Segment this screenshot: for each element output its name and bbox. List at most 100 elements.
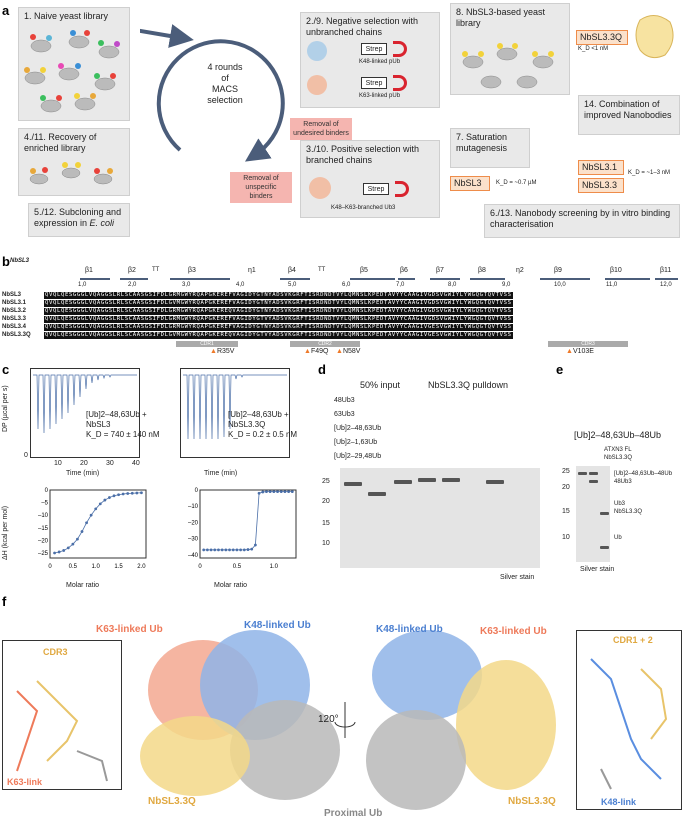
gel-band	[486, 480, 504, 484]
magnet-icon	[393, 75, 407, 91]
nbsl33q-kd: K_D <1 nM	[578, 46, 609, 52]
e-band: NbSL3.3Q	[614, 509, 643, 515]
tick-120: 12,0	[660, 282, 672, 288]
nbsl3-kd: K_D = ~0.7 µM	[496, 180, 537, 186]
strand-b2: β2	[128, 267, 136, 274]
strep-tag-2: Strep	[361, 77, 387, 89]
tick-90: 9,0	[502, 282, 511, 288]
c-left-legend-2: NbSL3	[86, 420, 111, 429]
xtick: 0	[24, 452, 28, 459]
naive-library-title: 1. Naive yeast library	[24, 11, 109, 21]
panel-e-label: e	[556, 362, 564, 377]
seq-string: QVQLQESGGGLVQAGGSLRLSCAASGSIFDLGRMGWYRQA…	[44, 308, 513, 315]
plot-frame	[199, 489, 297, 559]
panel-c-label: c	[2, 362, 10, 377]
helix-e1: η1	[248, 267, 256, 274]
mutation-n58v: ▲N58V	[336, 348, 361, 355]
cdr3-bar: CDR3	[548, 341, 628, 347]
data-point	[126, 492, 130, 495]
data-point	[53, 551, 56, 555]
subcloning-box: 5./12. Subcloning and expression in E. c…	[28, 203, 130, 237]
proximal-ub-surface-right	[366, 710, 466, 810]
positive-selection-title: 3./10. Positive selection with branched …	[306, 144, 420, 165]
d-lane-2: 63Ub3	[334, 411, 355, 418]
xtick: 30	[106, 460, 114, 467]
xtick-label: 0	[198, 564, 202, 570]
d-lane-4: [Ub]2–1,63Ub	[334, 439, 378, 446]
d-lane-labels: 48Ub3 63Ub3 [Ub]2–48,63Ub [Ub]2–1,63Ub […	[334, 394, 381, 464]
c-top-ylabel: DP (µcal per s)	[2, 385, 9, 432]
data-point	[268, 490, 272, 494]
yeast-bound-orange-icon	[307, 75, 327, 95]
k48-linked-label-right: K48-linked Ub	[376, 624, 443, 635]
plot-frame	[49, 489, 147, 559]
combination-box: 14. Combination of improved Nanobodies	[578, 95, 680, 135]
data-point	[224, 548, 228, 552]
nbsl33q-surface-left	[140, 716, 250, 796]
d-gel	[340, 468, 540, 568]
rotation-label: 120°	[318, 714, 339, 725]
fit-line	[203, 491, 293, 551]
k48-linked-label-left: K48-linked Ub	[244, 620, 311, 631]
data-point	[117, 493, 120, 497]
strand-b1: β1	[85, 267, 93, 274]
k63-pub-label: K63-linked pUb	[359, 93, 401, 99]
data-point	[62, 549, 66, 552]
tick-60: 6,0	[342, 282, 351, 288]
c-left-legend-1: [Ub]2–48,63Ub +	[86, 410, 147, 419]
nbsl3-box: NbSL3	[450, 176, 490, 191]
xtick-label: 1.0	[92, 564, 101, 570]
tick-50: 5,0	[288, 282, 297, 288]
ytick-label: –20	[188, 520, 199, 526]
right-inset: CDR1 + 2 K48-link	[576, 630, 682, 810]
ytick-label: –30	[188, 537, 199, 543]
tick-70: 7,0	[396, 282, 405, 288]
gel-band	[578, 472, 587, 475]
gel-band	[368, 492, 386, 496]
d-marker: 20	[322, 498, 330, 505]
ytick-label: –15	[38, 526, 49, 532]
tick-80: 8,0	[448, 282, 457, 288]
k48k63-ub3-label: K48–K63-branched Ub3	[331, 205, 396, 211]
nbsl33-box: NbSL3.3	[578, 178, 624, 193]
seq-string: QVQLQESGGGLVQAGGSLRLSCAASGSIFDLGRMGWYRQA…	[44, 316, 513, 323]
data-point	[242, 548, 246, 552]
strep-tag-1: Strep	[361, 43, 387, 55]
e-band: [Ub]2–48,63Ub–48Ub	[614, 471, 673, 477]
seq-string: QVQLQESGGGLVQAGGSLRLSCAASGSIFDLGRMGWYRQA…	[44, 324, 513, 331]
e-conditions: ATXN3 FL NbSL3.3Q	[604, 446, 632, 462]
data-point	[209, 548, 213, 552]
panel-b-label: b	[2, 254, 10, 269]
cdr3-label: CDR3	[43, 647, 68, 657]
d-lane-3: [Ub]2–48,63Ub	[334, 425, 382, 432]
data-point	[112, 494, 116, 498]
itc-fit-left: 0 –5 –10 –15 –20 –25 0 0.5 1.0 1.5 2.0	[38, 488, 147, 570]
itc-raw-right	[180, 368, 290, 458]
seq-string: QVQLQESGGGLVQAGGSLRLSCAASGSIFDLGVMGWYRQA…	[44, 300, 513, 307]
data-point	[80, 530, 84, 533]
xtick-label: 0.5	[233, 564, 242, 570]
ytick-label: –10	[188, 504, 199, 510]
secondary-structure-row: β1 β2 TT β3 η1 β4 TT β5 β6 β7 β8 η2 β9 β…	[60, 267, 680, 275]
itc-raw-left	[30, 368, 140, 458]
seq-name: NbSL3.1	[2, 300, 27, 306]
mutation-label: F49Q	[310, 348, 329, 355]
mutation-r35v: ▲R35V	[210, 348, 235, 355]
nbsl33q-label-right: NbSL3.3Q	[508, 796, 556, 807]
mutation-label: V103E	[572, 348, 594, 355]
strand-b5: β5	[360, 267, 368, 274]
data-point	[94, 507, 98, 511]
seq-string: QVQLQESGGGLVQAGGSLRLSCAASGSIFDLGVMGWYRQA…	[44, 332, 513, 339]
data-point	[257, 491, 261, 495]
data-point	[108, 496, 111, 499]
tick-40: 4,0	[236, 282, 245, 288]
helix-e2: η2	[516, 267, 524, 274]
data-point	[57, 550, 61, 554]
data-point	[121, 492, 125, 496]
strand-b3: β3	[188, 267, 196, 274]
k48-pub-label: K48-linked pUb	[359, 59, 401, 65]
recovery-box: 4./11. Recovery of enriched library	[18, 128, 130, 196]
data-point	[89, 513, 93, 517]
nbsl33q-box: NbSL3.3Q	[576, 30, 628, 45]
data-point	[246, 548, 250, 551]
